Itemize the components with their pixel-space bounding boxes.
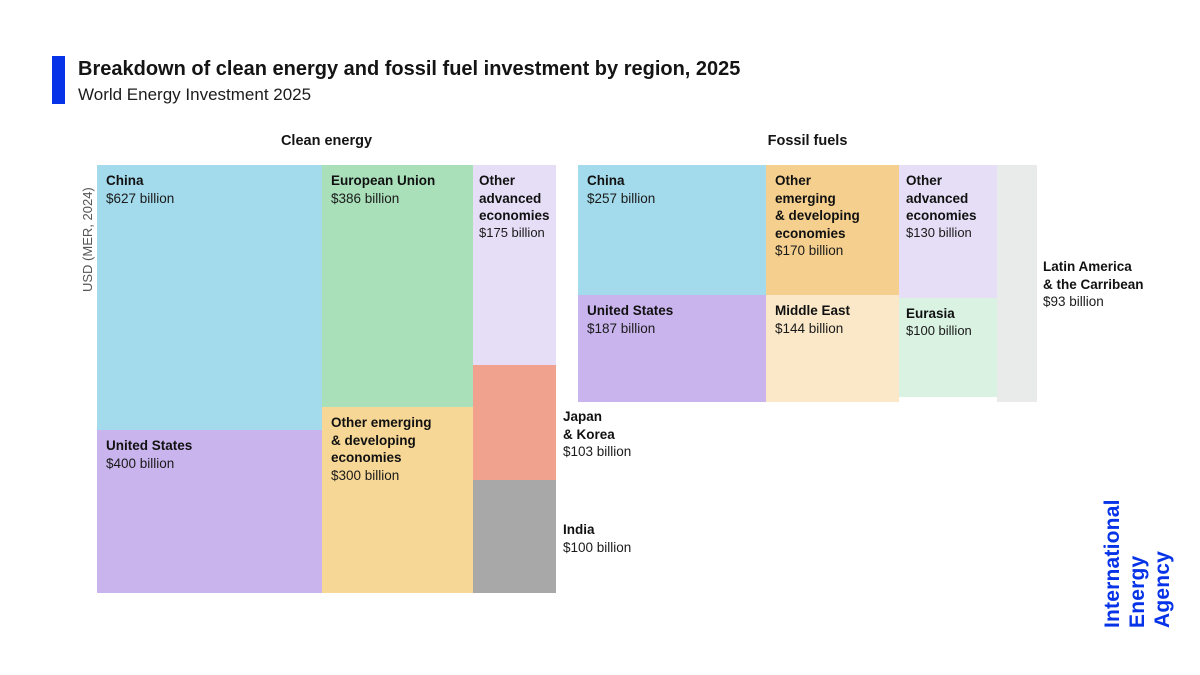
region-name: Japan & Korea [563, 409, 615, 442]
clean-other-emerging-block: Other emerging & developing economies $3… [322, 407, 473, 593]
region-value: $130 billion [906, 224, 972, 240]
region-value: $100 billion [906, 322, 972, 338]
region-name: Other emerging & developing economies [331, 415, 432, 466]
title-accent-bar [52, 56, 65, 104]
fossil-united-states-block: United States $187 billion [578, 295, 766, 402]
region-name: Middle East [775, 303, 851, 318]
clean-japan-korea-block [473, 365, 556, 480]
region-name: European Union [331, 173, 436, 188]
fossil-middle-east-block: Middle East $144 billion [766, 295, 899, 402]
clean-other-advanced-block: Other advanced economies $175 billion [473, 165, 556, 365]
region-name: United States [106, 438, 193, 453]
fossil-china-block: China $257 billion [578, 165, 766, 295]
region-name: United States [587, 303, 674, 318]
region-name: China [587, 173, 625, 188]
clean-china-block: China $627 billion [97, 165, 322, 430]
region-value: $300 billion [331, 467, 400, 483]
clean-european-union-block: European Union $386 billion [322, 165, 473, 407]
region-value: $103 billion [563, 444, 632, 460]
y-axis-label: USD (MER, 2024) [80, 187, 95, 292]
clean-united-states-block: United States $400 billion [97, 430, 322, 593]
fossil-fuels-treemap: China $257 billion United States $187 bi… [578, 165, 1037, 402]
region-value: $144 billion [775, 320, 844, 336]
fossil-fuels-group-label: Fossil fuels [767, 133, 848, 149]
latin-america-label: Latin America & the Carribean $93 billio… [1043, 258, 1173, 311]
region-name: Other advanced economies [906, 173, 977, 224]
region-value: $175 billion [479, 224, 545, 240]
region-name: China [106, 173, 144, 188]
iea-logo-text: International Energy Agency [1101, 499, 1175, 628]
region-name: Latin America & the Carribean [1043, 259, 1144, 292]
japan-korea-label: Japan & Korea $103 billion [563, 408, 658, 461]
region-value: $170 billion [775, 243, 844, 259]
region-value: $100 billion [563, 539, 632, 555]
fossil-other-advanced-block: Other advanced economies $130 billion [899, 165, 997, 298]
region-value: $627 billion [106, 190, 175, 206]
region-value: $93 billion [1043, 294, 1104, 310]
region-value: $400 billion [106, 455, 175, 471]
page-title: Breakdown of clean energy and fossil fue… [78, 58, 741, 80]
region-name: Eurasia [906, 306, 955, 321]
page-subtitle: World Energy Investment 2025 [78, 85, 312, 104]
fossil-latin-america-block [997, 165, 1037, 402]
region-name: India [563, 522, 595, 537]
clean-india-block [473, 480, 556, 593]
india-label: India $100 billion [563, 521, 658, 556]
region-value: $257 billion [587, 190, 656, 206]
region-value: $187 billion [587, 320, 656, 336]
fossil-eurasia-block: Eurasia $100 billion [899, 298, 997, 397]
region-name: Other emerging & developing economies [775, 173, 860, 241]
clean-energy-treemap: China $627 billion United States $400 bi… [97, 165, 556, 593]
region-value: $386 billion [331, 190, 400, 206]
clean-energy-group-label: Clean energy [280, 133, 373, 149]
fossil-other-emerging-block: Other emerging & developing economies $1… [766, 165, 899, 295]
region-name: Other advanced economies [479, 173, 550, 224]
